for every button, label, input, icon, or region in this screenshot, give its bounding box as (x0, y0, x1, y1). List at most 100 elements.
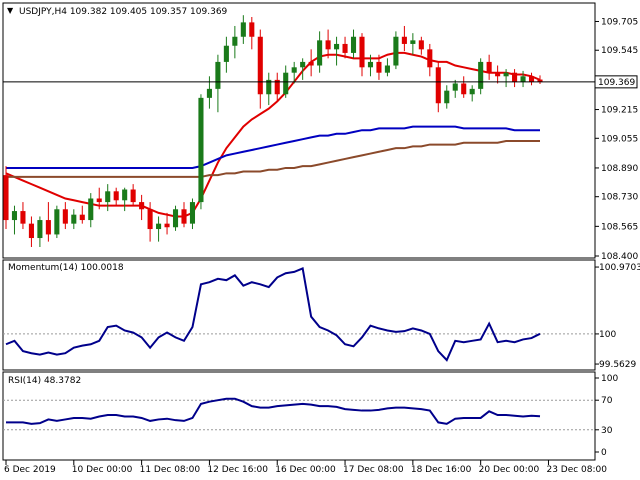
time-tick-label: 18 Dec 16:00 (411, 465, 472, 475)
candle (274, 72, 280, 102)
rsi-axis: 100 70 30 0 (595, 374, 618, 458)
candle (189, 198, 196, 230)
candle (291, 61, 297, 84)
candle (512, 69, 518, 88)
candle (359, 33, 365, 77)
candle (88, 193, 94, 228)
candle (223, 36, 229, 73)
candle (198, 94, 204, 210)
candlesticks (3, 15, 543, 248)
current-price-label: 109.369 (598, 78, 635, 88)
candle (79, 205, 85, 224)
momentum-tick-label: 100 (599, 330, 616, 340)
candle (28, 216, 34, 248)
candle (113, 187, 119, 206)
candle (172, 205, 179, 231)
price-tick-label: 108.565 (601, 222, 638, 232)
rsi-tick-label: 100 (601, 374, 618, 384)
candle (537, 75, 543, 85)
chart-menu-arrow-icon[interactable]: ▼ (7, 6, 14, 15)
candle (3, 166, 9, 230)
candle (122, 187, 128, 212)
time-tick-label: 11 Dec 08:00 (140, 465, 201, 475)
candle (139, 194, 145, 221)
candle (367, 54, 374, 77)
candle (147, 202, 153, 242)
price-tick-label: 109.705 (601, 17, 638, 27)
candle (427, 43, 433, 77)
candle (520, 70, 526, 88)
time-tick-label: 12 Dec 16:00 (207, 465, 268, 475)
momentum-line (5, 267, 541, 362)
candle (384, 58, 390, 77)
ma-mid-line (6, 125, 540, 169)
momentum-panel-frame (2, 259, 596, 371)
candle (376, 54, 382, 80)
rsi-panel-frame (2, 371, 596, 461)
rsi-title: RSI(14) 48.3782 (8, 376, 81, 386)
rsi-tick-label: 70 (601, 396, 613, 406)
time-tick-label: 6 Dec 2019 (4, 465, 56, 475)
candle (444, 85, 450, 109)
candle (410, 33, 416, 55)
momentum-title: Momentum(14) 100.0018 (8, 263, 124, 273)
candle (54, 205, 60, 239)
candle (461, 76, 467, 98)
candle (20, 202, 26, 230)
candle (206, 76, 212, 109)
momentum-indicator (3, 267, 595, 362)
candle (181, 202, 187, 228)
candle (156, 216, 162, 242)
candle (11, 205, 18, 235)
candle (257, 29, 263, 109)
price-axis: 109.705 109.545 109.215 109.055 108.890 108.7… (595, 17, 638, 262)
price-tick-label: 109.545 (601, 46, 638, 56)
rsi-line (6, 397, 541, 425)
candle (37, 216, 43, 248)
candle (317, 31, 323, 73)
candle (478, 58, 484, 95)
candle (528, 72, 535, 86)
candle (418, 36, 424, 55)
candle (266, 72, 272, 106)
candle (469, 85, 475, 102)
candle (486, 54, 492, 80)
candle (164, 212, 170, 235)
candle (350, 29, 357, 59)
candle (96, 187, 102, 210)
price-tick-label: 108.890 (601, 164, 638, 174)
candle (334, 36, 340, 66)
time-tick-label: 16 Dec 00:00 (275, 465, 336, 475)
price-panel-frame (2, 2, 596, 259)
price-tick-label: 108.730 (601, 193, 638, 203)
rsi-tick-label: 30 (601, 426, 613, 436)
candle (342, 36, 348, 59)
candle (45, 202, 51, 242)
candle (393, 31, 399, 70)
current-price-box (594, 75, 638, 89)
price-tick-label: 108.400 (601, 252, 638, 262)
candle (495, 65, 501, 84)
candle (240, 15, 246, 44)
momentum-axis: 100.9703 100 99.5629 (595, 263, 640, 370)
momentum-tick-label: 99.5629 (599, 360, 636, 370)
price-tick-label: 109.215 (601, 106, 638, 116)
candle (62, 202, 68, 230)
candle (71, 209, 77, 230)
candle (452, 79, 458, 98)
candle (325, 29, 331, 59)
candle (215, 54, 221, 113)
candle (105, 184, 111, 212)
price-tick-label: 109.055 (601, 134, 638, 144)
momentum-tick-label: 100.9703 (599, 263, 640, 273)
moving-averages (5, 51, 541, 218)
rsi-tick-label: 0 (601, 448, 607, 458)
candle (503, 69, 509, 88)
time-tick-label: 10 Dec 00:00 (72, 465, 133, 475)
candle (300, 58, 306, 80)
time-tick-label: 20 Dec 00:00 (479, 465, 540, 475)
time-axis: 6 Dec 2019 10 Dec 00:00 11 Dec 08:00 12 Dec… (4, 460, 607, 475)
candle (435, 61, 441, 113)
chart-title: USDJPY,H4 109.382 109.405 109.357 109.36… (19, 7, 228, 17)
